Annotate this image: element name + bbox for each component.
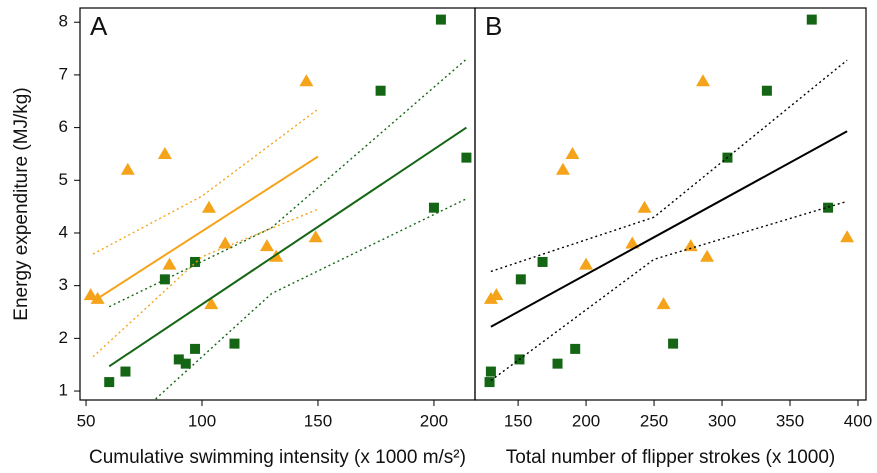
fit-line <box>490 130 848 328</box>
y-tick-label: 1 <box>59 381 68 400</box>
panel-label: A <box>90 11 108 41</box>
x-axis-label: Total number of flipper strokes (x 1000) <box>506 447 836 468</box>
triangle-marker <box>259 239 274 252</box>
confidence-band <box>490 59 848 273</box>
y-axis-label: Energy expenditure (MJ/kg) <box>11 87 32 320</box>
triangle-marker <box>565 146 580 159</box>
x-tick-label: 300 <box>708 411 736 430</box>
confidence-band <box>92 208 319 358</box>
y-tick-label: 4 <box>59 222 68 241</box>
triangle-marker <box>695 74 710 87</box>
square-marker <box>159 274 170 285</box>
square-marker <box>570 343 581 354</box>
y-tick-label: 3 <box>59 275 68 294</box>
square-marker <box>485 366 496 377</box>
triangle-marker <box>489 288 504 301</box>
y-tick-label: 7 <box>59 64 68 83</box>
square-marker <box>180 358 191 369</box>
x-tick-label: 100 <box>188 411 216 430</box>
x-tick-label: 400 <box>844 411 872 430</box>
square-marker <box>668 338 679 349</box>
triangle-marker <box>637 200 652 213</box>
triangle-marker <box>840 230 855 243</box>
square-marker <box>823 202 834 213</box>
triangle-marker <box>157 146 172 159</box>
confidence-band <box>92 108 319 255</box>
triangle-marker <box>555 162 570 175</box>
triangle-marker <box>201 200 216 213</box>
triangle-marker <box>204 297 219 310</box>
x-tick-label: 200 <box>420 411 448 430</box>
square-marker <box>428 202 439 213</box>
square-marker <box>190 256 201 267</box>
triangle-marker <box>218 236 233 249</box>
square-marker <box>190 343 201 354</box>
triangle-marker <box>579 257 594 270</box>
square-marker <box>537 256 548 267</box>
plot-frame <box>79 7 476 401</box>
fit-line <box>108 126 467 368</box>
square-marker <box>229 338 240 349</box>
confidence-band <box>155 198 467 400</box>
triangle-marker <box>83 288 98 301</box>
plot-frame <box>474 7 867 401</box>
square-marker <box>806 14 817 25</box>
triangle-marker <box>299 74 314 87</box>
x-tick-label: 150 <box>304 411 332 430</box>
x-tick-label: 150 <box>504 411 532 430</box>
triangle-marker <box>683 239 698 252</box>
fit-line <box>92 155 319 303</box>
triangle-marker <box>120 162 135 175</box>
triangle-marker <box>700 249 715 262</box>
x-tick-label: 250 <box>640 411 668 430</box>
x-tick-label: 350 <box>776 411 804 430</box>
square-marker <box>375 85 386 96</box>
y-tick-label: 2 <box>59 328 68 347</box>
confidence-band <box>108 58 467 308</box>
x-tick-label: 200 <box>572 411 600 430</box>
panel-label: B <box>485 11 502 41</box>
y-tick-label: 6 <box>59 117 68 136</box>
triangle-marker <box>625 236 640 249</box>
triangle-marker <box>162 257 177 270</box>
triangle-marker <box>308 230 323 243</box>
square-marker <box>120 366 131 377</box>
triangle-marker <box>656 297 671 310</box>
square-marker <box>515 274 526 285</box>
square-marker <box>761 85 772 96</box>
x-tick-label: 50 <box>77 411 96 430</box>
square-marker <box>173 354 184 365</box>
square-marker <box>484 377 495 388</box>
y-tick-label: 8 <box>59 12 68 31</box>
x-axis-label: Cumulative swimming intensity (x 1000 m/… <box>89 447 466 468</box>
square-marker <box>552 358 563 369</box>
y-tick-label: 5 <box>59 170 68 189</box>
square-marker <box>435 14 446 25</box>
square-marker <box>461 152 472 163</box>
square-marker <box>104 377 115 388</box>
